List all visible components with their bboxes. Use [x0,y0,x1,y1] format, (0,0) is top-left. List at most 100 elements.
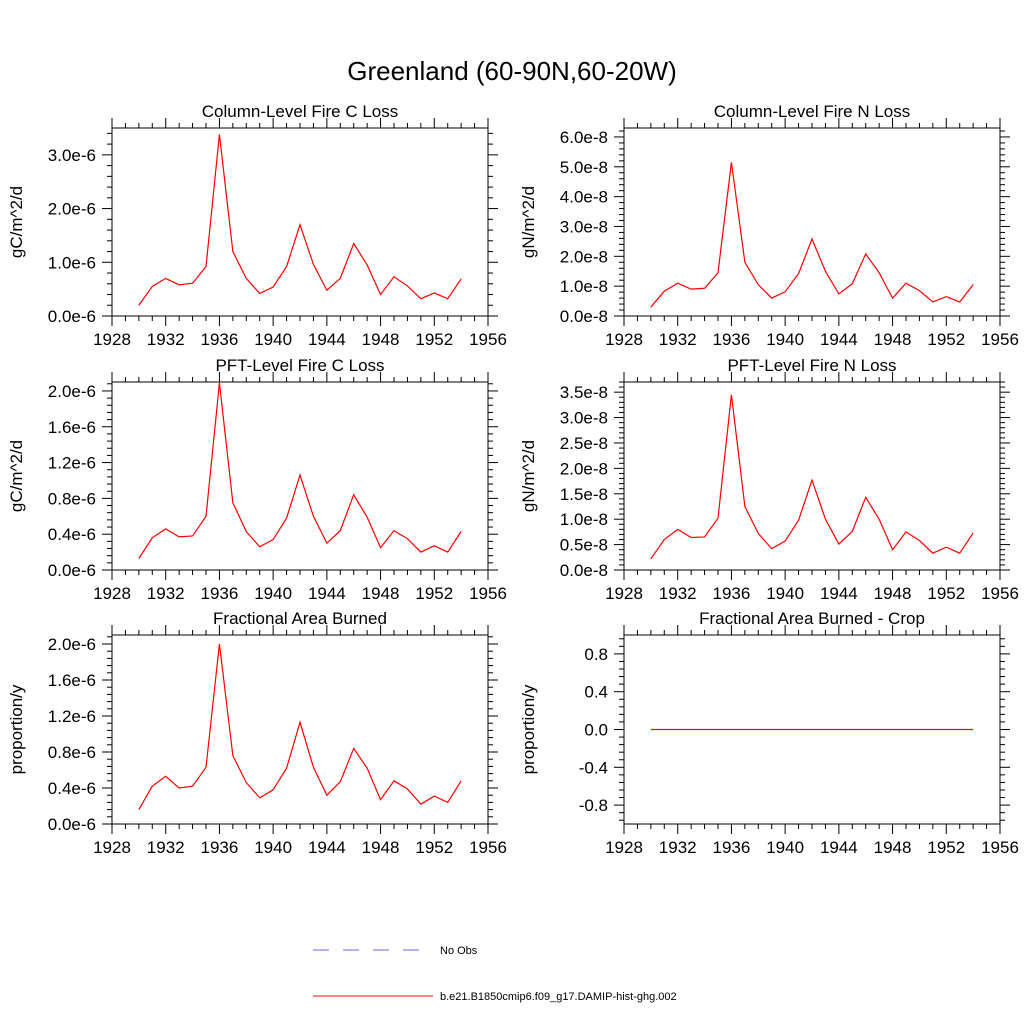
y-tick-label: 1.6e-6 [48,418,96,437]
x-tick-label: 1928 [93,838,131,857]
page-title: Greenland (60-90N,60-20W) [347,56,677,86]
y-tick-label: 3.0e-6 [48,146,96,165]
chart-title: PFT-Level Fire N Loss [727,356,896,375]
x-tick-label: 1936 [201,584,239,603]
y-tick-label: 0.0e-8 [560,307,608,326]
y-tick-label: 4.0e-8 [560,188,608,207]
y-tick-label: 1.0e-8 [560,510,608,529]
y-tick-label: 0.0 [584,721,608,740]
series-line-1 [650,394,974,560]
y-tick-label: 0.8 [584,645,608,664]
x-tick-label: 1936 [713,330,751,349]
x-tick-label: 1952 [927,838,965,857]
x-tick-label: 1928 [93,584,131,603]
y-axis-label: gC/m^2/d [7,186,26,258]
y-tick-label: 0.0e-6 [48,307,96,326]
x-tick-label: 1956 [469,838,507,857]
y-axis-label: gN/m^2/d [519,440,538,512]
y-tick-label: 3.0e-8 [560,217,608,236]
x-tick-label: 1936 [713,584,751,603]
x-tick-label: 1940 [766,330,804,349]
legend-model-label: b.e21.B1850cmip6.f09_g17.DAMIP-hist-ghg.… [440,991,677,1003]
x-tick-label: 1928 [605,838,643,857]
y-tick-label: 6.0e-8 [560,128,608,147]
x-tick-label: 1928 [605,330,643,349]
x-tick-label: 1944 [308,330,346,349]
y-tick-label: 0.4 [584,683,608,702]
y-tick-label: 1.6e-6 [48,671,96,690]
chart-panel-5: Fractional Area Burned proportion/y 1928 19… [7,609,507,857]
y-tick-label: 2.0e-6 [48,200,96,219]
y-tick-label: 2.5e-8 [560,434,608,453]
chart-panel-1: Column-Level Fire C Loss gC/m^2/d 1928 1932… [7,102,507,349]
series-line-1 [138,643,462,810]
y-axis-label: gN/m^2/d [519,186,538,258]
plot-frame [111,634,489,825]
x-tick-label: 1932 [659,838,697,857]
x-tick-label: 1944 [820,330,858,349]
y-tick-label: 3.0e-8 [560,409,608,428]
chart-panels: Column-Level Fire C Loss gC/m^2/d 1928 1932… [7,102,1019,857]
x-tick-label: 1932 [147,838,185,857]
y-axis-label: gC/m^2/d [7,440,26,512]
chart-title: Column-Level Fire C Loss [202,102,399,121]
y-tick-label: 2.0e-6 [48,635,96,654]
y-tick-label: 2.0e-6 [48,382,96,401]
x-tick-label: 1948 [362,584,400,603]
x-tick-label: 1956 [981,330,1019,349]
x-tick-label: 1952 [927,584,965,603]
chart-title: Fractional Area Burned [213,609,387,628]
y-tick-label: 0.8e-6 [48,743,96,762]
y-tick-label: 0.4e-6 [48,779,96,798]
y-axis-label: proportion/y [7,684,26,774]
x-tick-label: 1952 [415,838,453,857]
y-tick-label: 0.4e-6 [48,525,96,544]
legend-obs-label: No Obs [440,945,478,957]
x-tick-label: 1932 [147,330,185,349]
x-tick-label: 1944 [820,584,858,603]
y-tick-label: 1.2e-6 [48,454,96,473]
series-line-1 [138,134,462,306]
x-tick-label: 1948 [362,838,400,857]
y-tick-label: 1.0e-6 [48,253,96,272]
x-tick-label: 1932 [659,584,697,603]
x-tick-label: 1932 [147,584,185,603]
chart-title: PFT-Level Fire C Loss [215,356,384,375]
y-tick-label: 0.0e-6 [48,561,96,580]
x-tick-label: 1936 [201,838,239,857]
x-tick-label: 1940 [254,584,292,603]
y-tick-label: 1.0e-8 [560,277,608,296]
y-tick-label: 1.2e-6 [48,707,96,726]
plot-frame [111,127,489,317]
chart-title: Fractional Area Burned - Crop [699,609,925,628]
x-tick-label: 1948 [874,584,912,603]
chart-panel-6: Fractional Area Burned - Crop proportion/… [519,609,1019,857]
x-tick-label: 1928 [605,584,643,603]
x-tick-label: 1952 [415,584,453,603]
y-tick-label: -0.4 [579,758,608,777]
series-line-1 [138,382,462,559]
chart-panel-4: PFT-Level Fire N Loss gN/m^2/d 1928 1932 193… [519,356,1019,603]
x-tick-label: 1956 [981,838,1019,857]
x-tick-label: 1948 [874,330,912,349]
x-tick-label: 1944 [308,838,346,857]
x-tick-label: 1956 [981,584,1019,603]
series-line-1 [650,162,974,308]
y-tick-label: -0.8 [579,796,608,815]
plot-frame [623,381,1001,571]
x-tick-label: 1944 [308,584,346,603]
x-tick-label: 1948 [874,838,912,857]
x-tick-label: 1952 [415,330,453,349]
y-tick-label: 0.0e-6 [48,815,96,834]
x-tick-label: 1936 [713,838,751,857]
x-tick-label: 1940 [766,838,804,857]
x-tick-label: 1944 [820,838,858,857]
x-tick-label: 1940 [254,838,292,857]
y-tick-label: 5.0e-8 [560,158,608,177]
y-tick-label: 2.0e-8 [560,459,608,478]
x-tick-label: 1928 [93,330,131,349]
y-tick-label: 1.5e-8 [560,485,608,504]
y-tick-label: 3.5e-8 [560,383,608,402]
x-tick-label: 1932 [659,330,697,349]
